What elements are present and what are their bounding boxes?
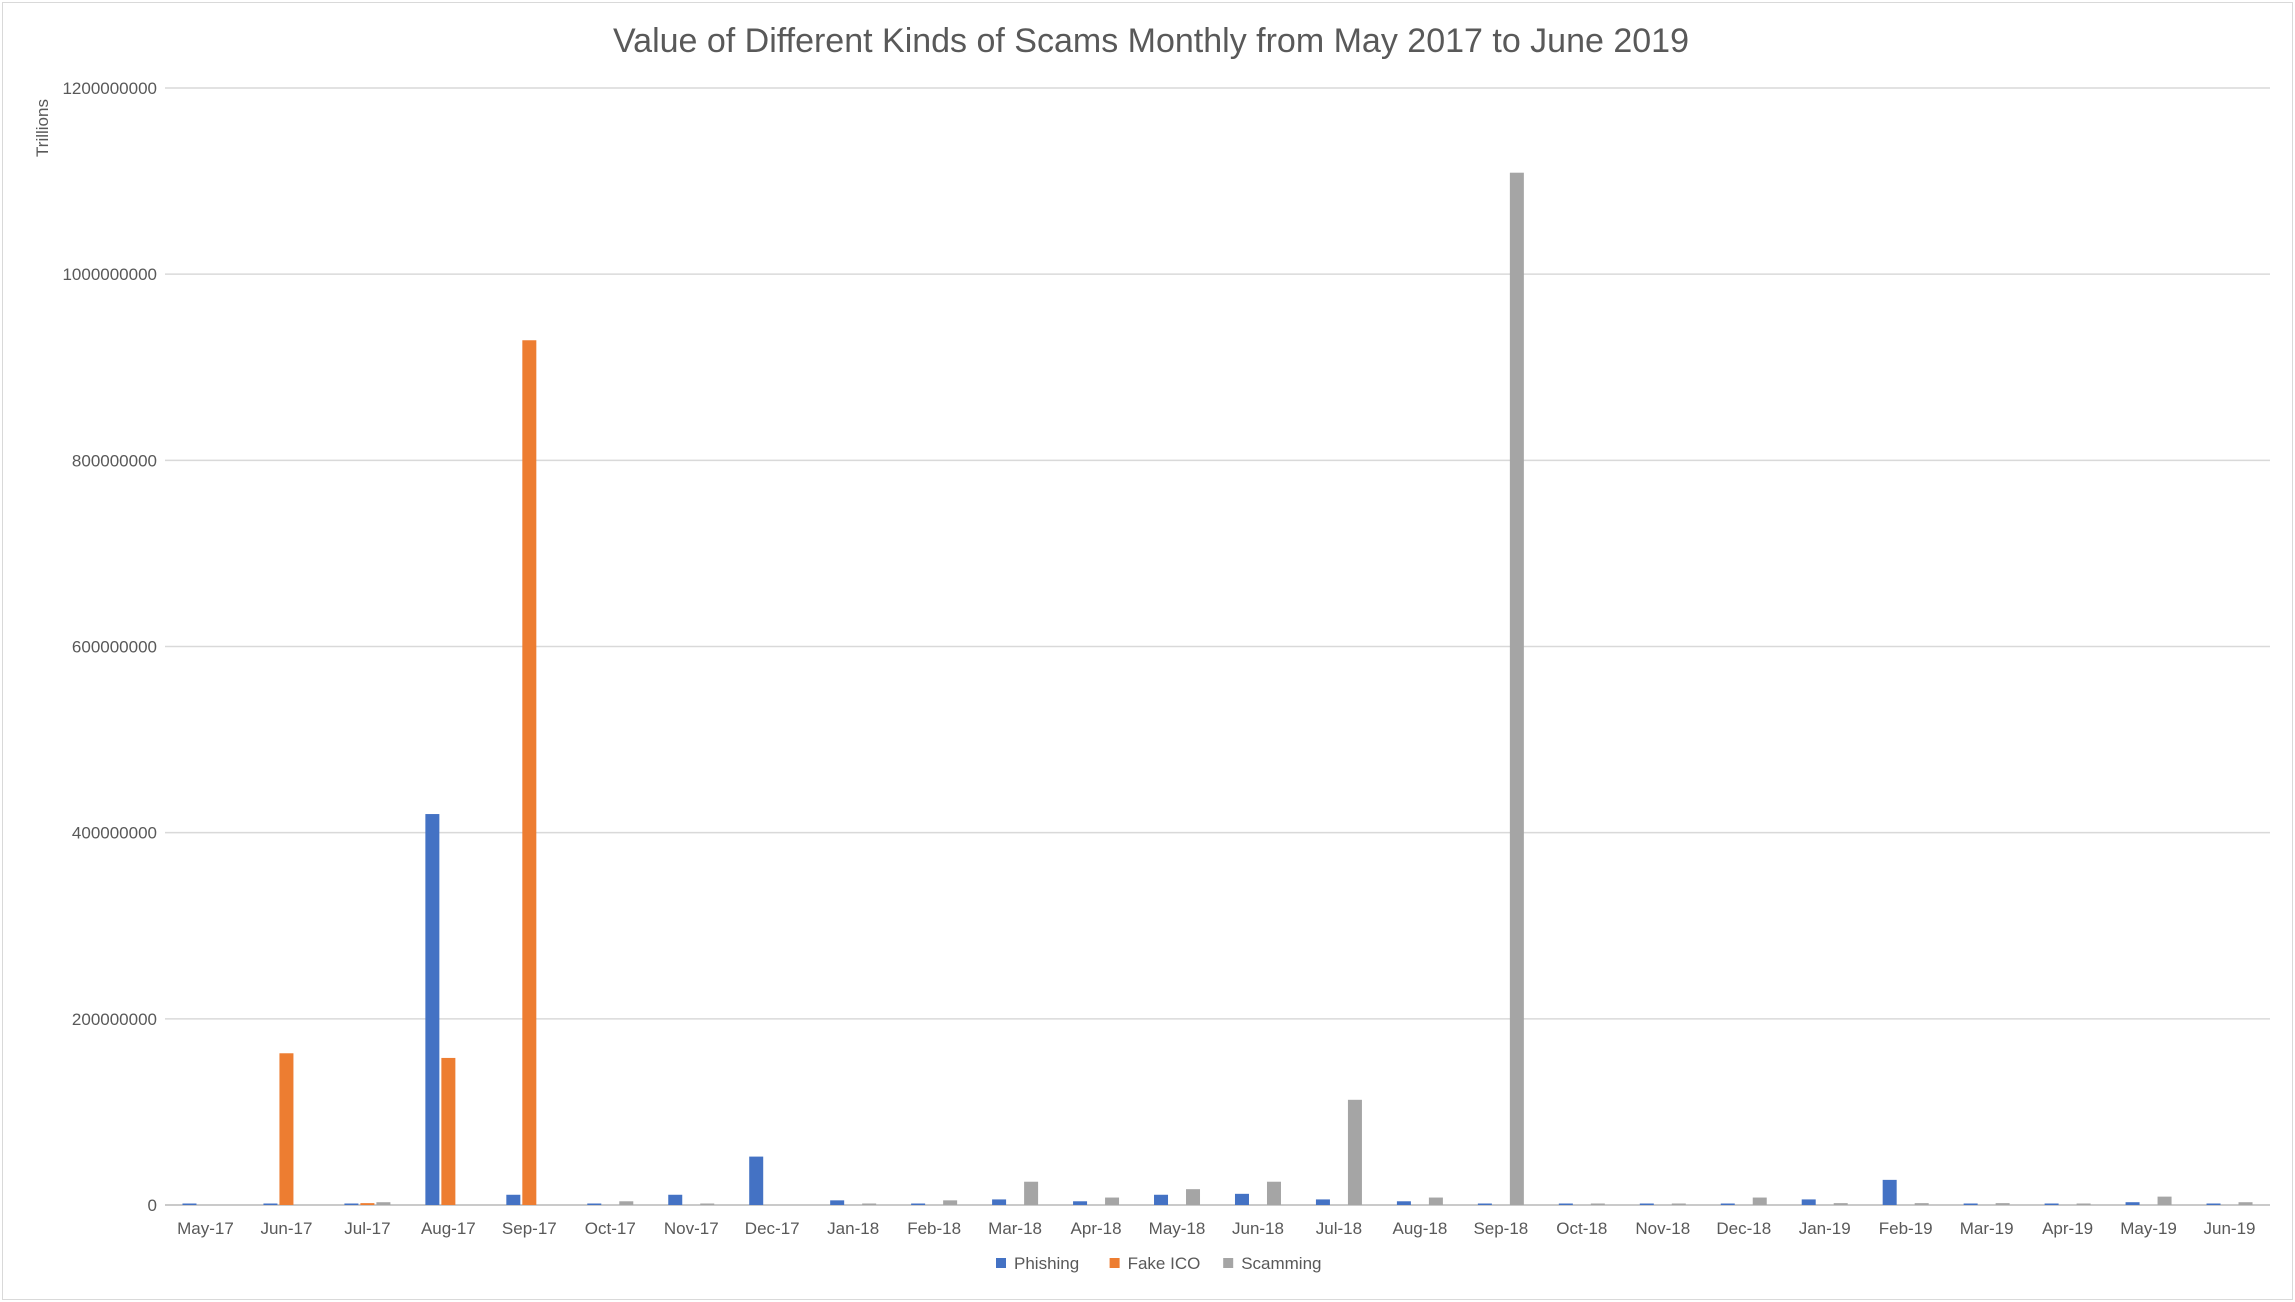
bar-phishing [1639,1203,1654,1205]
x-tick-label: Nov-18 [1635,1219,1690,1238]
y-tick-label: 0 [148,1196,157,1215]
bar-phishing [1315,1199,1330,1205]
gridlines [165,87,2270,1206]
bar-phishing [1720,1203,1735,1205]
bar-phishing [1477,1203,1492,1205]
bar-phishing [830,1200,845,1205]
x-tick-label: Jan-19 [1799,1219,1851,1238]
bar-phishing [506,1194,521,1205]
x-tick-label: May-19 [2120,1219,2177,1238]
y-axis-ticks: 0 200000000 400000000 600000000 800000000 100… [62,79,157,1215]
x-tick-label: Apr-18 [1071,1219,1122,1238]
legend-swatch [996,1258,1006,1268]
x-tick-label: Sep-17 [502,1219,557,1238]
bar-fake-ico [279,1053,294,1205]
bar-fake-ico [522,340,537,1205]
x-tick-label: Jun-17 [260,1219,312,1238]
bar-scamming [2076,1203,2091,1205]
bar-phishing [2044,1203,2059,1205]
bar-phishing [1882,1179,1897,1205]
bar-phishing [587,1203,602,1205]
y-tick-label: 1000000000 [62,265,157,284]
x-tick-label: Aug-18 [1392,1219,1447,1238]
x-tick-label: Aug-17 [421,1219,476,1238]
legend-label: Fake ICO [1128,1254,1201,1273]
x-tick-label: Mar-18 [988,1219,1042,1238]
bar-scamming [1671,1203,1686,1205]
bar-scamming [1509,172,1524,1206]
chart-title: Value of Different Kinds of Scams Monthl… [613,22,1689,60]
bar-phishing [182,1203,197,1205]
bar-scamming [862,1203,877,1205]
bar-phishing [1073,1201,1088,1205]
bar-scamming [2157,1196,2172,1205]
bar-scamming [1024,1181,1039,1205]
x-tick-label: Oct-17 [585,1219,636,1238]
y-axis-label: Trillions [33,99,52,157]
bar-scamming [1995,1203,2010,1205]
legend-label: Phishing [1014,1254,1079,1273]
x-tick-label: Jan-18 [827,1219,879,1238]
legend: Phishing Fake ICO Scamming [996,1254,1322,1273]
x-tick-label: Jul-18 [1316,1219,1362,1238]
legend-label: Scamming [1241,1254,1321,1273]
bar-phishing [1234,1193,1249,1205]
bar-phishing [263,1203,278,1205]
bar-phishing [1801,1199,1816,1205]
bar-scamming [700,1203,715,1205]
bar-scamming [2238,1202,2253,1205]
x-tick-label: Oct-18 [1556,1219,1607,1238]
x-tick-label: Jun-18 [1232,1219,1284,1238]
bar-scamming [619,1201,634,1205]
bar-phishing [1558,1203,1573,1205]
bar-fake-ico [441,1057,456,1205]
x-tick-label: Jul-17 [344,1219,390,1238]
bar-phishing [2206,1203,2221,1205]
bar-phishing [749,1156,764,1205]
x-tick-label: Dec-17 [745,1219,800,1238]
y-tick-label: 800000000 [72,451,157,470]
bar-phishing [992,1199,1007,1205]
bar-fake-ico [360,1203,375,1205]
bar-scamming [943,1200,958,1205]
bar-scamming [1266,1181,1281,1205]
x-tick-label: Nov-17 [664,1219,719,1238]
x-axis-ticks: May-17 Jun-17 Jul-17 Aug-17 Sep-17 Oct-17 Nov-… [177,1219,2255,1238]
x-tick-label: Feb-19 [1879,1219,1933,1238]
bar-phishing [911,1203,926,1205]
y-tick-label: 400000000 [72,824,157,843]
x-tick-label: May-17 [177,1219,234,1238]
y-tick-label: 1200000000 [62,79,157,98]
bar-phishing [425,814,440,1205]
bars [182,172,2253,1206]
x-tick-label: Dec-18 [1716,1219,1771,1238]
bar-phishing [668,1194,683,1205]
bar-scamming [1590,1203,1605,1205]
x-tick-label: Feb-18 [907,1219,961,1238]
bar-scamming [1914,1203,1929,1205]
x-tick-label: May-18 [1149,1219,1206,1238]
y-tick-label: 200000000 [72,1010,157,1029]
x-tick-label: Sep-18 [1473,1219,1528,1238]
bar-scamming [1428,1197,1443,1205]
bar-scamming [1833,1203,1848,1205]
bar-phishing [1154,1194,1169,1205]
bar-phishing [1963,1203,1978,1205]
x-tick-label: Jun-19 [2204,1219,2256,1238]
bar-phishing [2125,1202,2140,1205]
bar-scamming [1347,1099,1362,1205]
x-tick-label: Mar-19 [1960,1219,2014,1238]
x-tick-label: Apr-19 [2042,1219,2093,1238]
bar-scamming [1105,1197,1120,1205]
bar-scamming [1186,1189,1201,1205]
y-tick-label: 600000000 [72,638,157,657]
bar-phishing [344,1203,359,1205]
legend-swatch [1223,1258,1234,1268]
legend-swatch [1109,1258,1120,1268]
bar-phishing [1396,1201,1411,1205]
bar-scamming [376,1202,391,1205]
bar-scamming [1752,1197,1767,1205]
